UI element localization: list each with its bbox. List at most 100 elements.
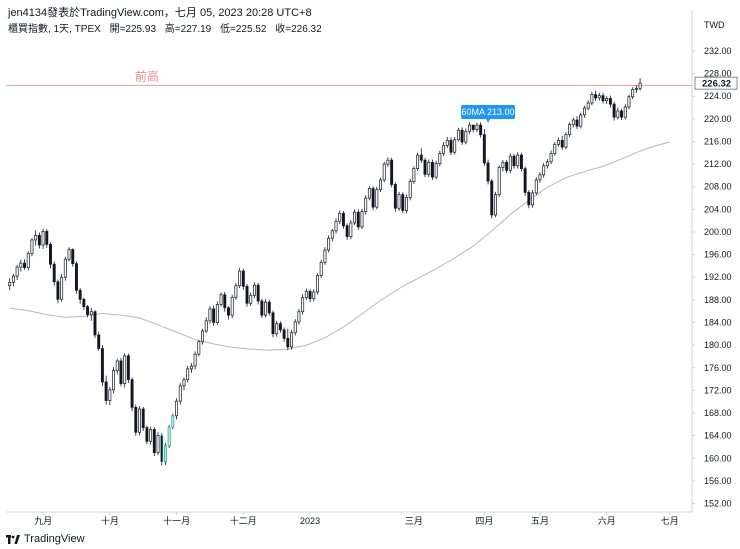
candle-body[interactable] [234, 285, 238, 298]
candle-body[interactable] [427, 162, 431, 175]
candle-body[interactable] [186, 368, 190, 380]
candle-body[interactable] [416, 154, 420, 169]
candle-body[interactable] [482, 134, 486, 164]
candle-body[interactable] [275, 323, 279, 335]
candle-body[interactable] [627, 96, 631, 108]
candle-body[interactable] [108, 389, 112, 401]
candle-body[interactable] [100, 348, 104, 383]
candle-body[interactable] [71, 249, 75, 265]
candle-body[interactable] [312, 291, 316, 300]
candle-body[interactable] [74, 263, 78, 291]
candle-body[interactable] [41, 231, 45, 246]
candle-body[interactable] [620, 110, 624, 118]
candle-body[interactable] [145, 427, 149, 442]
candle-body[interactable] [123, 355, 127, 384]
candle-body[interactable] [494, 194, 497, 216]
candle-body[interactable] [601, 95, 605, 102]
candle-body[interactable] [67, 249, 71, 260]
candle-body[interactable] [178, 385, 182, 402]
candle-body[interactable] [523, 168, 527, 193]
candle-body[interactable] [152, 429, 156, 453]
candle-body[interactable] [52, 263, 56, 283]
candle-body[interactable] [249, 294, 253, 304]
candle-body[interactable] [11, 275, 15, 283]
candle-body[interactable] [583, 107, 586, 116]
candle-body[interactable] [316, 275, 319, 293]
tradingview-brand[interactable]: TradingView [6, 533, 85, 545]
candle-body[interactable] [34, 235, 38, 241]
candle-body[interactable] [30, 239, 34, 254]
candle-body[interactable] [60, 276, 64, 300]
candle-body[interactable] [438, 153, 442, 164]
candle-body[interactable] [364, 197, 368, 212]
candle-body[interactable] [471, 124, 475, 130]
candle-body[interactable] [519, 154, 523, 169]
candle-body[interactable] [549, 153, 553, 163]
candle-body[interactable] [486, 162, 490, 182]
candle-body[interactable] [542, 165, 546, 176]
candle-body[interactable] [89, 311, 93, 315]
candle-body[interactable] [97, 334, 101, 349]
candle-body[interactable] [571, 119, 575, 125]
candle-body[interactable] [345, 225, 349, 237]
candle-body[interactable] [130, 379, 134, 408]
candle-body[interactable] [37, 235, 41, 246]
candle-body[interactable] [293, 321, 297, 334]
candle-body[interactable] [590, 94, 594, 104]
candle-body[interactable] [189, 365, 193, 370]
candle-body[interactable] [423, 159, 427, 175]
candle-body[interactable] [608, 98, 612, 105]
candle-body[interactable] [631, 89, 635, 98]
candle-body[interactable] [330, 230, 334, 239]
candle-body[interactable] [197, 341, 201, 355]
candle-body[interactable] [408, 181, 412, 198]
candle-body[interactable] [163, 445, 167, 463]
candle-body[interactable] [223, 294, 227, 309]
candle-body[interactable] [19, 262, 23, 268]
candle-body[interactable] [264, 301, 268, 316]
candle-body[interactable] [230, 297, 234, 316]
candle-body[interactable] [612, 103, 616, 118]
candle-body[interactable] [430, 162, 434, 178]
candle-body[interactable] [193, 353, 197, 367]
candle-body[interactable] [8, 281, 12, 287]
candle-body[interactable] [245, 285, 249, 304]
candle-body[interactable] [104, 381, 108, 401]
candle-body[interactable] [456, 129, 460, 141]
candle-body[interactable] [516, 154, 520, 167]
candle-body[interactable] [45, 231, 49, 245]
candle-body[interactable] [212, 308, 216, 323]
candle-body[interactable] [475, 124, 479, 130]
candle-body[interactable] [397, 194, 401, 209]
candle-body[interactable] [379, 179, 382, 190]
candle-body[interactable] [501, 162, 505, 168]
candle-body[interactable] [278, 323, 282, 331]
candle-body[interactable] [616, 110, 620, 118]
candle-body[interactable] [464, 130, 468, 143]
candle-body[interactable] [282, 329, 286, 339]
candle-body[interactable] [215, 304, 219, 323]
candle-body[interactable] [78, 289, 82, 300]
candle-body[interactable] [238, 270, 242, 287]
candle-body[interactable] [134, 406, 138, 433]
candle-body[interactable] [227, 307, 230, 316]
candle-body[interactable] [356, 211, 360, 228]
candle-body[interactable] [353, 211, 357, 224]
candle-body[interactable] [401, 194, 405, 211]
candle-body[interactable] [445, 139, 449, 146]
candle-body[interactable] [308, 291, 312, 300]
candle-body[interactable] [586, 102, 590, 109]
candle-body[interactable] [360, 211, 364, 228]
candle-body[interactable] [393, 184, 397, 209]
candle-body[interactable] [15, 266, 19, 277]
candle-body[interactable] [534, 179, 538, 194]
candle-body[interactable] [634, 87, 638, 90]
candle-body[interactable] [505, 162, 509, 171]
candle-body[interactable] [126, 355, 130, 380]
candle-body[interactable] [323, 249, 327, 263]
symbol-label[interactable]: 櫃買指數, 1天, TPEX [8, 24, 101, 35]
candle-body[interactable] [557, 139, 560, 145]
candle-body[interactable] [560, 139, 564, 148]
candle-body[interactable] [138, 408, 141, 433]
candle-body[interactable] [367, 188, 371, 199]
